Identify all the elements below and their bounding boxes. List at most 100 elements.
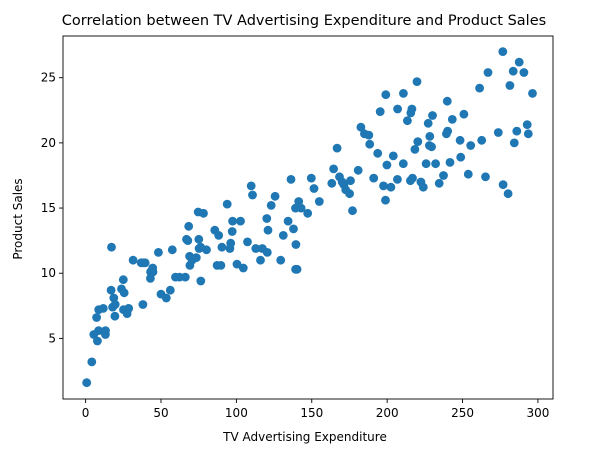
data-point — [236, 216, 245, 226]
data-point — [87, 357, 97, 367]
y-tick-label: 15 — [41, 201, 56, 215]
data-point — [184, 221, 194, 231]
data-point — [294, 197, 304, 206]
data-point — [427, 142, 436, 152]
data-point — [382, 160, 392, 170]
data-point — [498, 47, 508, 56]
data-point — [148, 267, 158, 277]
data-point — [161, 293, 171, 303]
data-point — [399, 89, 408, 98]
x-tick-label: 200 — [376, 406, 399, 420]
data-point — [439, 171, 448, 180]
data-point — [289, 224, 298, 234]
data-point — [110, 300, 120, 309]
x-tick-label: 300 — [526, 406, 549, 420]
x-tick-label: 250 — [451, 406, 474, 420]
x-axis-ticks: 0 50 100 150 200 250 300 — [82, 399, 549, 420]
data-point — [199, 208, 208, 218]
data-point — [291, 240, 301, 249]
data-point — [398, 159, 408, 169]
data-point — [364, 130, 374, 140]
data-point — [445, 158, 455, 167]
data-point — [386, 182, 396, 192]
data-point — [314, 197, 324, 206]
data-point — [346, 176, 355, 186]
data-point — [227, 227, 237, 236]
y-axis-ticks: 5 10 15 20 25 — [41, 71, 63, 345]
data-point — [466, 141, 476, 150]
data-point — [523, 129, 533, 139]
data-point — [180, 272, 190, 282]
data-point — [463, 169, 473, 179]
data-point — [425, 132, 435, 141]
data-point — [512, 126, 522, 136]
data-point — [270, 191, 280, 201]
data-point — [493, 128, 503, 137]
data-point — [369, 173, 379, 183]
data-point — [107, 242, 116, 252]
data-point — [381, 195, 390, 205]
data-point — [106, 285, 116, 295]
data-point — [110, 311, 120, 321]
data-point — [379, 181, 388, 191]
data-point — [393, 104, 402, 114]
data-point — [508, 66, 518, 76]
data-point — [262, 214, 272, 223]
data-point — [228, 216, 238, 226]
chart-title: Correlation between TV Advertising Expen… — [62, 13, 546, 29]
data-point — [248, 190, 257, 200]
y-axis-label: Product Sales — [11, 178, 25, 259]
data-point — [138, 300, 148, 309]
data-point — [124, 304, 134, 313]
data-point — [128, 255, 138, 265]
data-point — [101, 326, 110, 335]
data-points — [82, 47, 537, 388]
data-point — [456, 152, 466, 162]
data-point — [154, 248, 163, 257]
data-point — [428, 111, 437, 120]
data-point — [353, 165, 363, 175]
data-point — [167, 245, 177, 255]
data-point — [226, 238, 236, 248]
data-point — [246, 181, 256, 191]
data-point — [256, 255, 265, 265]
y-tick-label: 5 — [48, 331, 56, 345]
data-point — [309, 184, 319, 193]
data-point — [93, 336, 102, 346]
x-tick-label: 50 — [153, 406, 168, 420]
data-point — [381, 90, 391, 100]
data-point — [459, 109, 469, 119]
data-point — [483, 68, 493, 77]
data-point — [266, 201, 276, 210]
data-point — [421, 159, 431, 169]
data-point — [375, 107, 385, 116]
data-point — [528, 89, 537, 98]
data-point — [276, 255, 286, 265]
data-point — [196, 276, 206, 286]
data-point — [503, 189, 513, 199]
data-point — [238, 263, 248, 273]
data-point — [434, 178, 444, 188]
data-point — [243, 237, 252, 247]
x-tick-label: 100 — [225, 406, 248, 420]
data-point — [514, 57, 524, 67]
data-point — [407, 104, 417, 114]
data-point — [447, 115, 457, 124]
data-point — [418, 182, 428, 192]
data-point — [183, 236, 193, 246]
data-point — [263, 225, 273, 235]
data-point — [509, 138, 519, 148]
data-point — [332, 143, 342, 153]
data-point — [92, 313, 101, 322]
data-point — [373, 148, 383, 158]
data-point — [303, 208, 313, 218]
data-point — [410, 145, 420, 154]
data-point — [118, 275, 128, 285]
data-point — [283, 216, 293, 226]
data-point — [412, 77, 422, 86]
data-point — [216, 261, 226, 270]
data-point — [286, 175, 296, 184]
data-point — [481, 172, 490, 182]
data-point — [292, 264, 302, 274]
data-point — [194, 234, 204, 244]
